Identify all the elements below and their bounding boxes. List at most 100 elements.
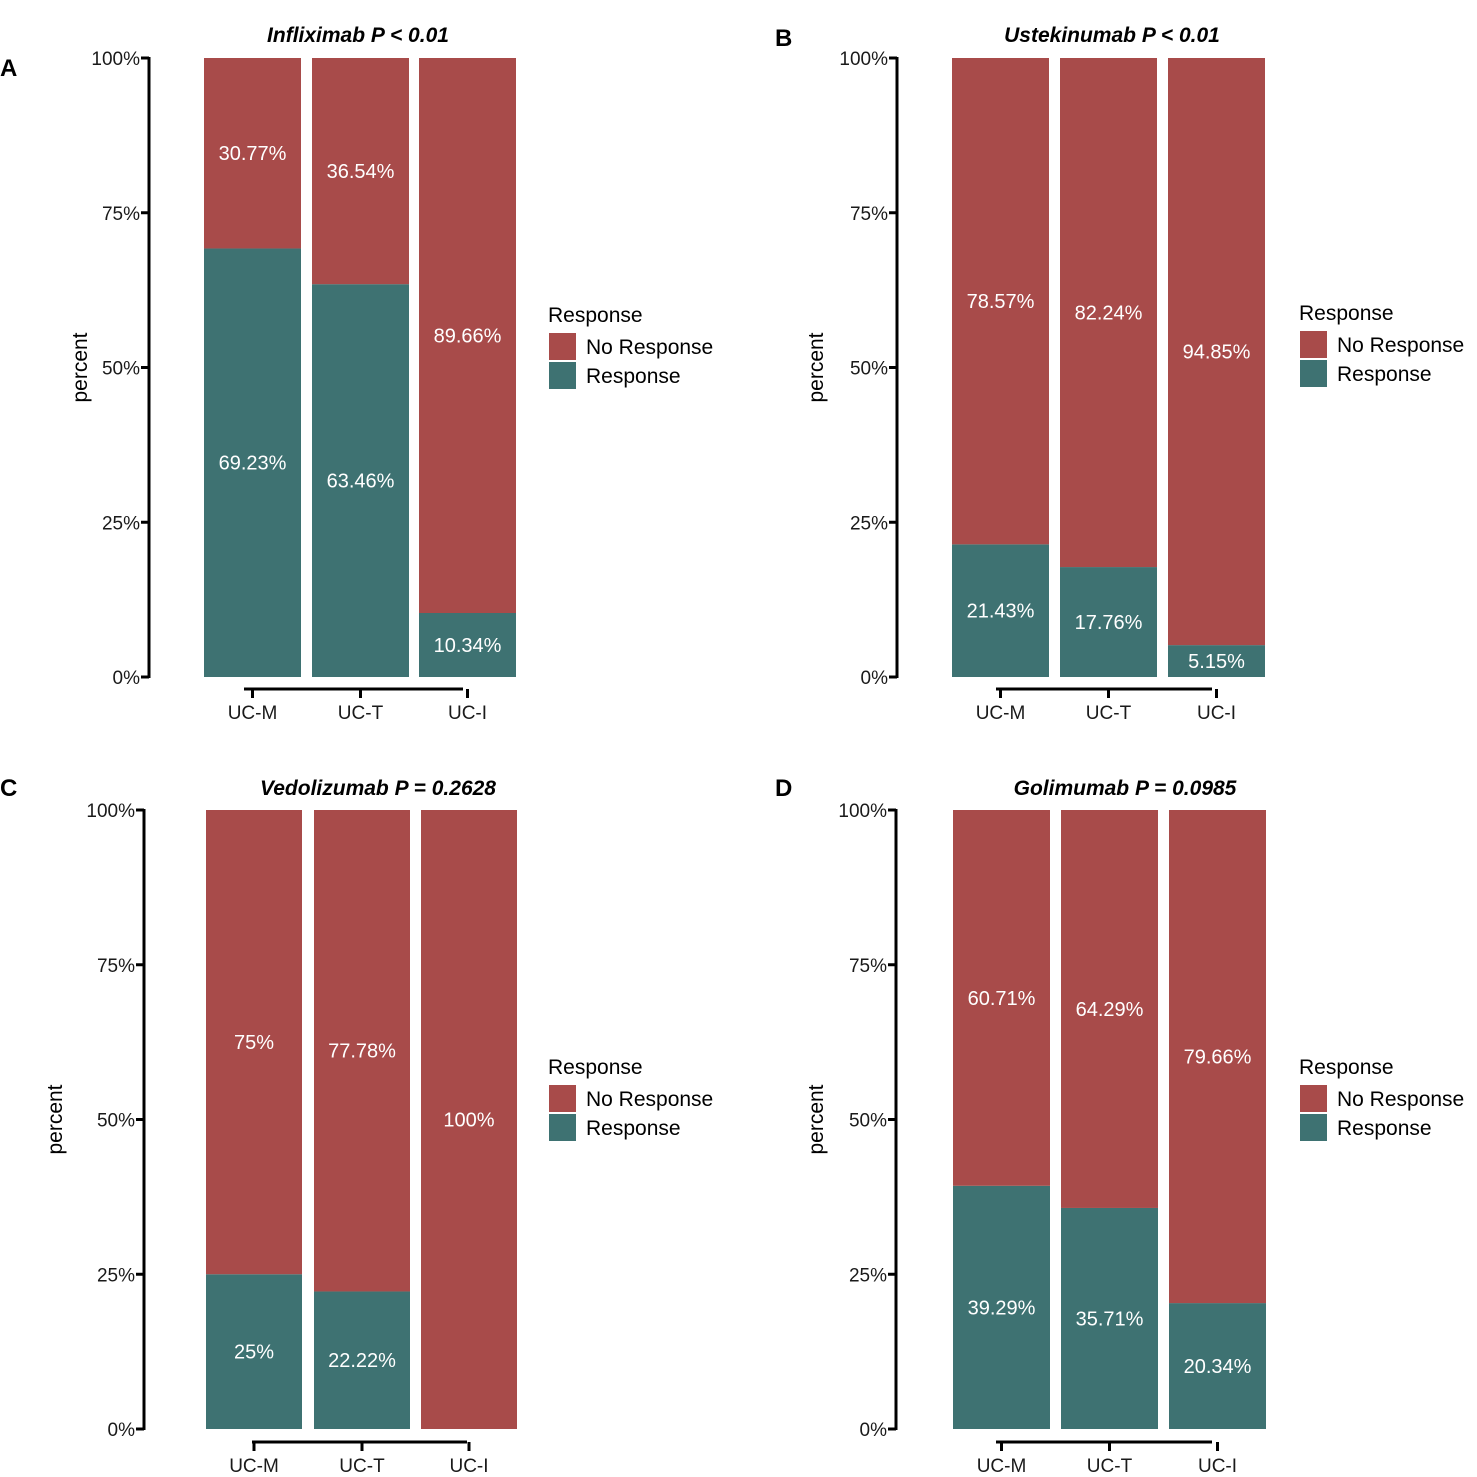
x-tick-label: UC-I — [448, 703, 487, 724]
legend-label-no-response: No Response — [1337, 1088, 1464, 1111]
legend-swatch-no-response — [549, 333, 576, 360]
legend-swatch-response — [1300, 360, 1327, 387]
legend-label-response: Response — [586, 1117, 681, 1140]
data-label-no-response-uc-t: 77.78% — [328, 1041, 396, 1063]
legend-swatch-no-response — [549, 1085, 576, 1112]
y-tick-label: 100% — [839, 49, 888, 70]
legend-title: Response — [1299, 302, 1394, 325]
data-label-response-uc-t: 17.76% — [1075, 612, 1143, 634]
panel-letter: C — [0, 775, 17, 802]
panel-b: B Ustekinumab P < 0.01 0% 25% 50% 75% 100% perc… — [775, 24, 1464, 724]
y-tick-label: 0% — [860, 1420, 888, 1441]
bar-no-response-uc-m — [204, 58, 301, 249]
bar-no-response-uc-t — [1061, 810, 1158, 1208]
data-label-response-uc-i: 5.15% — [1188, 651, 1245, 673]
legend-title: Response — [548, 1056, 643, 1079]
data-label-no-response-uc-i: 100% — [443, 1110, 494, 1132]
y-tick-label: 75% — [850, 204, 888, 225]
y-tick-label: 100% — [838, 801, 887, 822]
bar-no-response-uc-i — [419, 58, 516, 613]
data-label-response-uc-t: 22.22% — [328, 1350, 396, 1372]
chart-title: Vedolizumab P = 0.2628 — [260, 777, 496, 800]
y-tick-label: 25% — [97, 1265, 135, 1286]
data-label-no-response-uc-m: 60.71% — [968, 988, 1036, 1010]
legend: Response No Response Response — [1299, 302, 1464, 387]
bar-response-uc-m — [953, 1185, 1050, 1429]
y-tick-label: 50% — [97, 1111, 135, 1132]
legend: Response No Response Response — [548, 304, 713, 389]
x-tick-label: UC-T — [339, 1456, 385, 1477]
bar-response-uc-t — [1060, 567, 1157, 677]
bar-no-response-uc-m — [952, 58, 1049, 545]
data-label-response-uc-i: 20.34% — [1184, 1356, 1252, 1378]
y-tick-label: 100% — [86, 801, 135, 822]
data-label-no-response-uc-i: 79.66% — [1184, 1047, 1252, 1069]
y-tick-label: 25% — [850, 513, 888, 534]
data-label-no-response-uc-m: 78.57% — [967, 291, 1035, 313]
x-tick-label: UC-I — [1198, 1456, 1237, 1477]
data-label-response-uc-m: 69.23% — [219, 453, 287, 475]
bar-no-response-uc-i — [1168, 58, 1265, 646]
x-tick-label: UC-M — [976, 703, 1026, 724]
chart-title: Infliximab P < 0.01 — [267, 24, 449, 47]
chart-title: Golimumab P = 0.0985 — [1014, 777, 1237, 800]
bar-response-uc-t — [314, 1291, 410, 1429]
y-tick-label: 75% — [97, 956, 135, 977]
data-label-no-response-uc-i: 94.85% — [1183, 342, 1251, 364]
data-label-response-uc-m: 39.29% — [968, 1297, 1036, 1319]
panel-a: A Infliximab P < 0.01 0% 25% 50% 75% 100% perce… — [0, 24, 713, 724]
bar-response-uc-i — [1169, 1303, 1266, 1429]
x-tick-label: UC-I — [449, 1456, 488, 1477]
legend-label-no-response: No Response — [586, 1088, 713, 1111]
legend: Response No Response Response — [1299, 1056, 1464, 1141]
data-label-response-uc-t: 63.46% — [327, 471, 395, 493]
panel-c: C Vedolizumab P = 0.2628 0% 25% 50% 75% 100% pe… — [0, 775, 713, 1477]
bar-response-uc-m — [206, 1274, 302, 1429]
x-tick-label: UC-M — [229, 1456, 279, 1477]
legend-label-response: Response — [1337, 1117, 1432, 1140]
legend-label-response: Response — [1337, 363, 1432, 386]
legend-title: Response — [1299, 1056, 1394, 1079]
legend-swatch-response — [549, 362, 576, 389]
y-tick-label: 0% — [113, 668, 141, 689]
y-tick-label: 50% — [850, 359, 888, 380]
bar-no-response-uc-i — [421, 810, 517, 1429]
panel-letter: A — [0, 55, 17, 82]
bar-no-response-uc-t — [314, 810, 410, 1292]
legend-label-no-response: No Response — [586, 336, 713, 359]
bar-no-response-uc-t — [312, 58, 409, 285]
legend-swatch-response — [1300, 1114, 1327, 1141]
y-tick-label: 25% — [102, 513, 140, 534]
data-label-response-uc-t: 35.71% — [1076, 1308, 1144, 1330]
x-tick-label: UC-M — [228, 703, 278, 724]
legend: Response No Response Response — [548, 1056, 713, 1141]
bar-no-response-uc-t — [1060, 58, 1157, 568]
y-tick-label: 0% — [861, 668, 889, 689]
legend-title: Response — [548, 304, 643, 327]
panel-letter: B — [775, 25, 792, 52]
y-tick-label: 100% — [91, 49, 140, 70]
bar-response-uc-t — [1061, 1207, 1158, 1429]
x-tick-label: UC-T — [1086, 703, 1132, 724]
data-label-no-response-uc-m: 75% — [234, 1032, 274, 1054]
x-tick-label: UC-I — [1197, 703, 1236, 724]
bar-response-uc-m — [204, 248, 301, 677]
bar-no-response-uc-m — [206, 810, 302, 1275]
data-label-no-response-uc-t: 36.54% — [327, 161, 395, 183]
panel-letter: D — [775, 775, 792, 802]
legend-label-response: Response — [586, 365, 681, 388]
legend-swatch-no-response — [1300, 331, 1327, 358]
data-label-response-uc-m: 25% — [234, 1342, 274, 1364]
y-tick-label: 50% — [849, 1111, 887, 1132]
panel-d: D Golimumab P = 0.0985 0% 25% 50% 75% 100% perc… — [775, 775, 1464, 1477]
bar-response-uc-i — [419, 612, 516, 677]
y-tick-label: 25% — [849, 1265, 887, 1286]
bar-response-uc-t — [312, 284, 409, 677]
y-axis-title: percent — [69, 332, 92, 402]
data-label-no-response-uc-m: 30.77% — [219, 143, 287, 165]
chart-title: Ustekinumab P < 0.01 — [1004, 24, 1220, 47]
data-label-response-uc-i: 10.34% — [434, 635, 502, 657]
data-label-no-response-uc-t: 82.24% — [1075, 303, 1143, 325]
y-axis-title: percent — [805, 332, 828, 402]
